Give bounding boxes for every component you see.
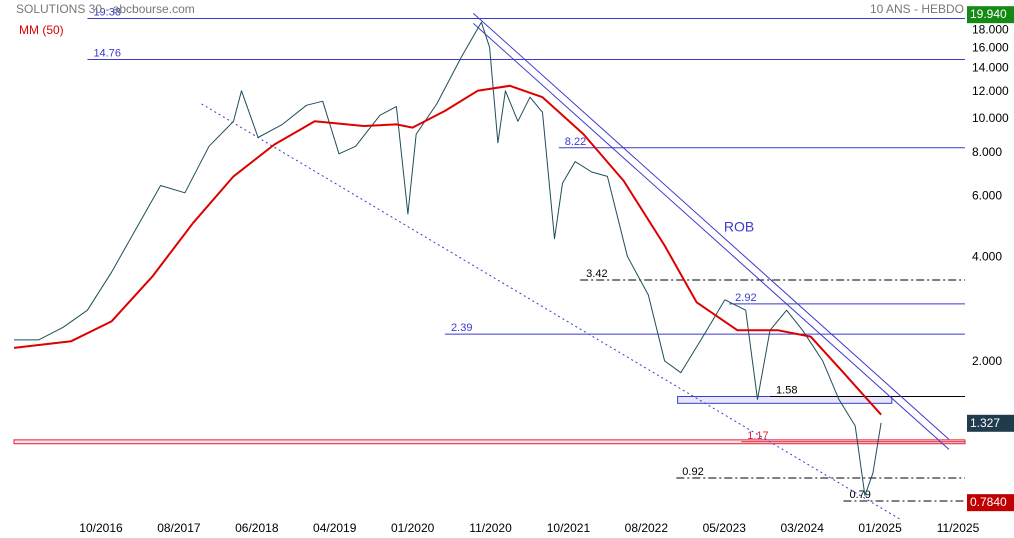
x-tick-label: 11/2025 [937, 521, 980, 535]
trendline-label: ROB [724, 219, 754, 235]
x-tick-label: 01/2025 [858, 521, 902, 535]
x-tick-label: 10/2016 [79, 521, 123, 535]
chart-title: SOLUTIONS 30 - abcbourse.com [16, 2, 195, 16]
level-label: 19.38 [93, 6, 121, 18]
price-badge [967, 494, 1014, 512]
moving-average-legend: MM (50) [19, 23, 64, 37]
price-line [14, 21, 882, 496]
level-label: 14.76 [93, 48, 121, 60]
trendline-upper [473, 12, 950, 440]
x-tick-label: 03/2024 [780, 521, 824, 535]
trendline-lower [473, 22, 950, 450]
price-badge-value: 1.327 [970, 416, 1000, 430]
x-tick-label: 04/2019 [313, 521, 357, 535]
level-label: 1.58 [776, 384, 797, 396]
price-badges: 19.940 1.327 0.7840 [967, 6, 1014, 512]
price-badge [967, 6, 1014, 24]
level-label: 2.92 [735, 292, 756, 304]
x-tick-label: 01/2020 [391, 521, 435, 535]
x-tick-label: 08/2022 [625, 521, 669, 535]
y-tick-label: 18.000 [972, 23, 1009, 37]
y-tick-label: 6.000 [972, 188, 1002, 202]
trendlines-layer: ROB [201, 12, 950, 520]
zones-layer [13, 395, 966, 445]
annotations-layer: 19.3814.768.223.422.922.391.581.170.920.… [87, 6, 965, 502]
zone-rect [677, 395, 893, 404]
y-tick-label: 10.000 [972, 111, 1009, 125]
series-layer [13, 21, 882, 496]
x-tick-label: 05/2023 [703, 521, 747, 535]
y-tick-label: 14.000 [972, 61, 1009, 75]
y-axis: 18.000 16.000 14.000 12.000 10.000 8.000 6.000… [972, 23, 1009, 368]
level-label: 8.22 [565, 136, 586, 148]
x-tick-label: 08/2017 [157, 521, 201, 535]
price-badge-value: 0.7840 [970, 495, 1007, 509]
x-axis: 10/2016 08/2017 06/2018 04/2019 01/2020 11/20… [79, 521, 979, 535]
y-tick-label: 4.000 [972, 249, 1002, 263]
price-badge [967, 414, 1014, 432]
y-tick-label: 12.000 [972, 84, 1009, 98]
level-label: 0.92 [682, 466, 703, 478]
y-tick-label: 2.000 [972, 354, 1002, 368]
level-label: 3.42 [586, 268, 607, 280]
trendline-dotted [201, 103, 901, 520]
level-label: 1.17 [747, 430, 768, 442]
y-tick-label: 8.000 [972, 145, 1002, 159]
y-tick-label: 16.000 [972, 40, 1009, 54]
period-label: 10 ANS - HEBDO [869, 2, 964, 16]
price-badge-value: 19.940 [970, 7, 1007, 21]
x-tick-label: 06/2018 [235, 521, 279, 535]
x-tick-label: 11/2020 [469, 521, 512, 535]
level-label: 2.39 [451, 322, 472, 334]
x-tick-label: 10/2021 [547, 521, 591, 535]
moving-average-line [13, 84, 882, 416]
